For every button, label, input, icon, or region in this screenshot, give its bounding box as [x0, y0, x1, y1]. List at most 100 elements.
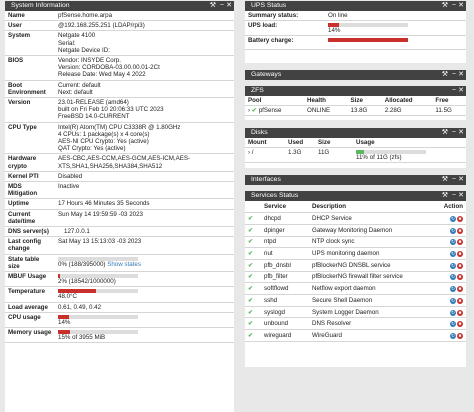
restart-icon[interactable]: ↻: [450, 251, 456, 258]
close-icon[interactable]: ✕: [458, 87, 464, 94]
stop-icon[interactable]: ■: [457, 321, 463, 328]
sysinfo-key: System: [5, 30, 55, 57]
close-icon[interactable]: ✕: [458, 192, 464, 199]
close-icon[interactable]: ✕: [458, 176, 464, 183]
service-name: softflowd: [261, 282, 309, 295]
ups-load-label: UPS load:: [245, 20, 325, 37]
service-description: pfBlockerNG firewall filter service: [309, 271, 436, 284]
chevron-right-icon[interactable]: ›: [248, 149, 251, 156]
system-info-panel: System Information ⚒ − ✕ Name pfSense.hom…: [5, 1, 234, 412]
zfs-col-pool: Pool: [245, 96, 305, 106]
restart-icon[interactable]: ↻: [450, 297, 456, 304]
check-circle-icon: ✔: [251, 107, 257, 114]
disks-col-size: Size: [315, 138, 353, 148]
table-row: Last config change Sat May 13 15:13:03 -0…: [5, 236, 234, 255]
disks-header: Disks ⚒ − ✕: [245, 128, 466, 138]
ups-load-bar: [328, 23, 408, 28]
stop-icon[interactable]: ■: [457, 251, 463, 258]
wrench-icon[interactable]: ⚒: [441, 192, 448, 199]
system-info-table: Name pfSense.home.arpa User @192.168.255.25…: [5, 11, 234, 344]
stop-icon[interactable]: ■: [457, 286, 463, 293]
chevron-right-icon[interactable]: ›: [248, 107, 251, 114]
service-description: pfBlockerNG DNSBL service: [309, 259, 436, 272]
system-info-header: System Information ⚒ − ✕: [5, 1, 234, 11]
sysinfo-key: Uptime: [5, 198, 55, 210]
cpu-bar: [58, 314, 138, 319]
wrench-icon[interactable]: ⚒: [441, 176, 448, 183]
restart-icon[interactable]: ↻: [450, 216, 456, 223]
system-info-title: System Information: [11, 2, 70, 9]
restart-icon[interactable]: ↻: [450, 309, 456, 316]
cpu-value: 14%: [58, 318, 71, 326]
sysinfo-key: Name: [5, 11, 55, 22]
stop-icon[interactable]: ■: [457, 332, 463, 339]
temperature-label: Temperature: [5, 286, 55, 303]
stop-icon[interactable]: ■: [457, 274, 463, 281]
table-row: ✔ wireguard WireGuard ↻ ■: [245, 329, 466, 342]
stop-icon[interactable]: ■: [457, 297, 463, 304]
close-icon[interactable]: ✕: [226, 2, 232, 9]
restart-icon[interactable]: ↻: [450, 227, 456, 234]
close-icon[interactable]: ✕: [458, 2, 464, 9]
stop-icon[interactable]: ■: [457, 216, 463, 223]
stop-icon[interactable]: ■: [457, 239, 463, 246]
restart-icon[interactable]: ↻: [450, 262, 456, 269]
minus-icon[interactable]: −: [451, 87, 456, 94]
table-row: Hardware crypto AES-CBC,AES-CCM,AES-GCM,A…: [5, 153, 234, 172]
ups-load-value: 14%: [328, 27, 341, 35]
service-description: Secure Shell Daemon: [309, 294, 436, 307]
service-name: dhcpd: [261, 212, 309, 225]
sysinfo-key: Hardware crypto: [5, 153, 55, 172]
stop-icon[interactable]: ■: [457, 309, 463, 316]
cpu-label: CPU usage: [5, 312, 55, 328]
table-row: ✔ unbound DNS Resolver ↻ ■: [245, 317, 466, 331]
check-circle-icon: ✔: [248, 273, 254, 281]
table-row: User @192.168.255.251 (LDAP/rpi3): [5, 20, 234, 32]
ups-title: UPS Status: [251, 2, 287, 9]
ups-header: UPS Status ⚒ − ✕: [245, 1, 466, 11]
close-icon[interactable]: ✕: [458, 129, 464, 136]
stop-icon[interactable]: ■: [457, 262, 463, 269]
table-row: Version 23.01-RELEASE (amd64) built on Fri…: [5, 97, 234, 123]
sysinfo-value: 17 Hours 46 Minutes 35 Seconds: [55, 198, 234, 210]
temperature-value: 48.0°C: [58, 293, 77, 301]
check-circle-icon: ✔: [248, 238, 254, 246]
sysinfo-key: BIOS: [5, 55, 55, 81]
check-circle-icon: ✔: [248, 226, 254, 234]
gateways-header: Gateways ⚒ − ✕: [245, 70, 466, 80]
show-states-link[interactable]: Show states: [107, 260, 141, 268]
wrench-icon[interactable]: ⚒: [441, 129, 448, 136]
zfs-header: ZFS − ✕: [245, 86, 466, 96]
minus-icon[interactable]: −: [219, 2, 224, 9]
minus-icon[interactable]: −: [451, 192, 456, 199]
check-circle-icon: ✔: [248, 250, 254, 258]
wrench-icon[interactable]: ⚒: [441, 2, 448, 9]
wrench-icon[interactable]: ⚒: [441, 71, 448, 78]
cpu-bar-fill: [58, 314, 70, 319]
restart-icon[interactable]: ↻: [450, 239, 456, 246]
table-row: ✔ dpinger Gateway Monitoring Daemon ↻ ■: [245, 224, 466, 237]
stop-icon[interactable]: ■: [457, 227, 463, 234]
sysinfo-value: Intel(R) Atom(TM) CPU C3338R @ 1.80GHz 4 …: [55, 122, 234, 155]
minus-icon[interactable]: −: [451, 2, 456, 9]
service-name: dpinger: [261, 224, 309, 237]
disks-panel: Disks ⚒ − ✕ Mount Used Size Usage › / 1.…: [245, 128, 466, 168]
disks-col-used: Used: [285, 138, 315, 148]
restart-icon[interactable]: ↻: [450, 332, 456, 339]
disks-col-mount: Mount: [245, 138, 285, 148]
table-row: Memory usage 15% of 3955 MiB: [5, 327, 234, 344]
sysinfo-value-line: Current: default: [58, 81, 101, 89]
sysinfo-value: 127.0.0.1: [55, 226, 234, 238]
minus-icon[interactable]: −: [451, 176, 456, 183]
minus-icon[interactable]: −: [451, 129, 456, 136]
memory-value: 15% of 3955 MiB: [58, 333, 106, 341]
ups-battery-bar: [328, 38, 408, 43]
minus-icon[interactable]: −: [451, 71, 456, 78]
restart-icon[interactable]: ↻: [450, 286, 456, 293]
wrench-icon[interactable]: ⚒: [209, 2, 216, 9]
close-icon[interactable]: ✕: [458, 71, 464, 78]
restart-icon[interactable]: ↻: [450, 321, 456, 328]
restart-icon[interactable]: ↻: [450, 274, 456, 281]
check-circle-icon: ✔: [248, 285, 254, 293]
zfs-pool-name: pfSense: [258, 107, 282, 114]
